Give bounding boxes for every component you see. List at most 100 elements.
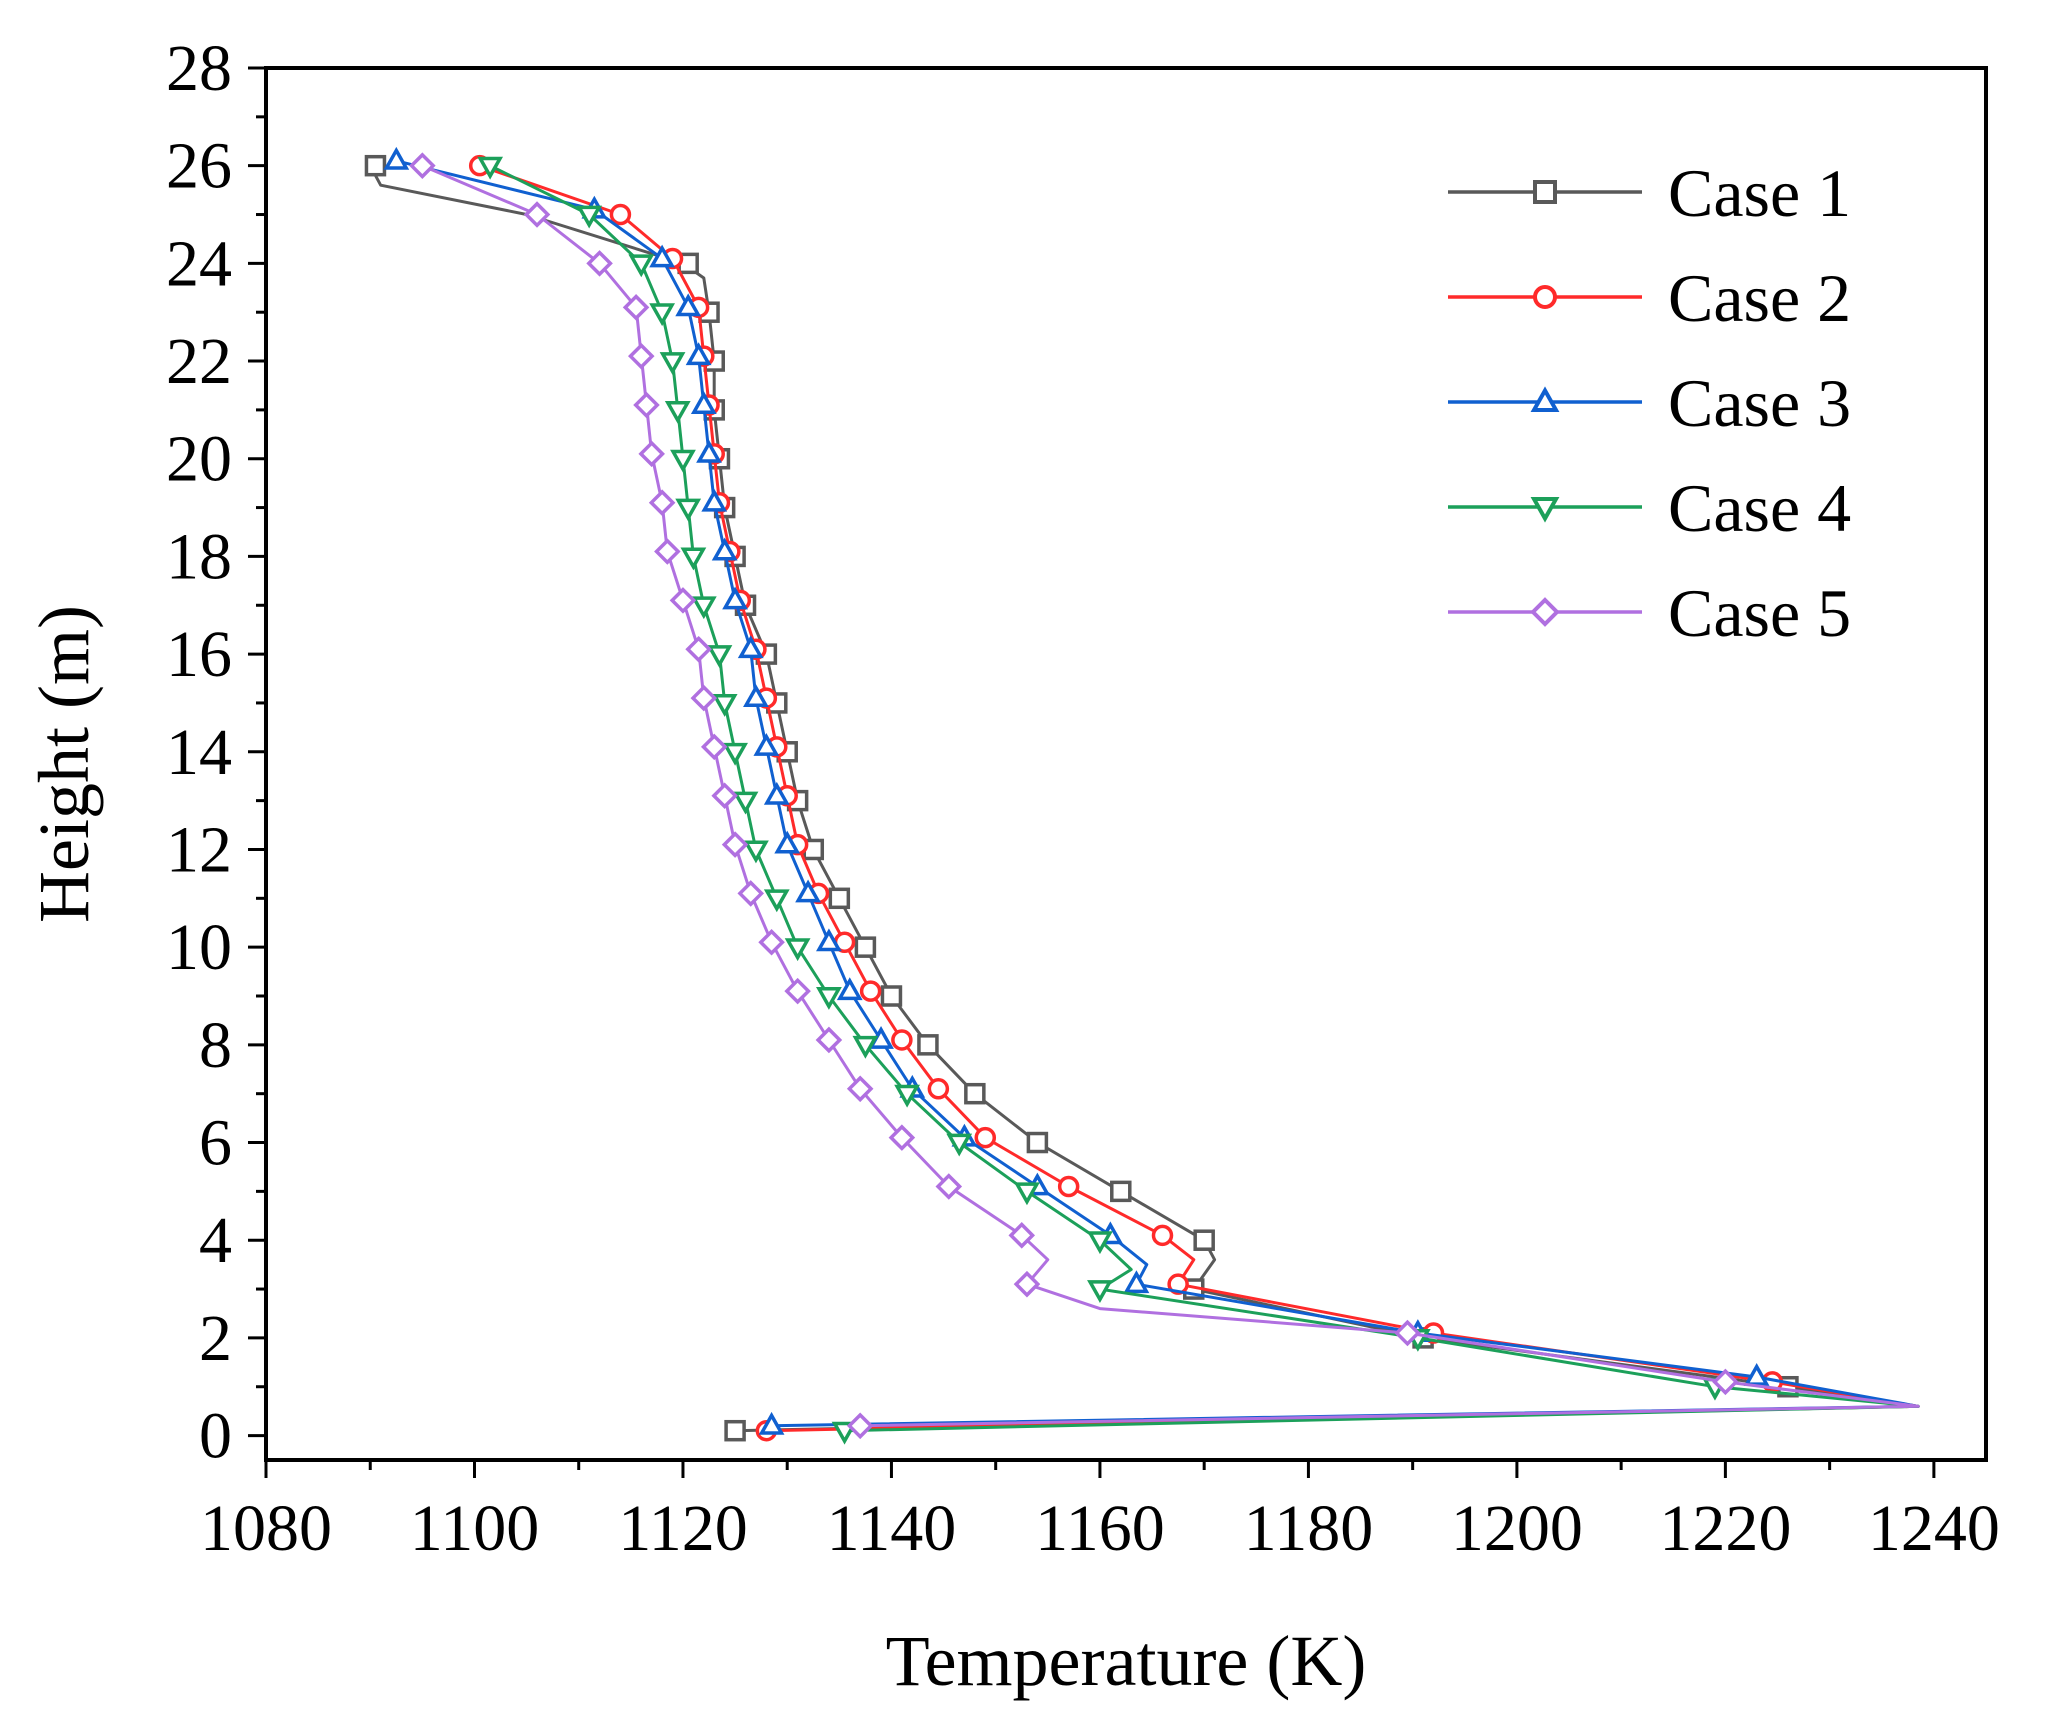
data-point: [690, 596, 717, 620]
x-tick-label: 1220: [1659, 1492, 1791, 1565]
data-point: [1057, 1175, 1080, 1198]
data-point: [477, 156, 504, 180]
data-point: [927, 1078, 950, 1100]
data-point: [1013, 1270, 1041, 1298]
data-point: [724, 1419, 746, 1442]
data-point: [891, 1029, 913, 1051]
data-point: [383, 146, 410, 170]
data-point: [894, 1084, 920, 1108]
data-point: [859, 980, 882, 1002]
y-tick-label: 16: [166, 618, 232, 691]
data-point: [784, 977, 811, 1005]
data-point: [638, 440, 665, 468]
series-layer: [364, 146, 1920, 1445]
data-point: [675, 293, 702, 317]
legend-marker: [1530, 386, 1560, 412]
y-tick-label: 10: [166, 911, 232, 984]
data-point: [946, 1133, 973, 1157]
x-axis-title: Temperature (K): [886, 1621, 1367, 1701]
data-point: [690, 684, 718, 712]
data-point: [1712, 1368, 1739, 1396]
x-tick-label: 1140: [827, 1492, 957, 1565]
data-point: [669, 587, 697, 614]
data-point: [854, 936, 877, 958]
legend-marker: [1530, 497, 1560, 523]
series-3: [383, 146, 1920, 1435]
data-point: [846, 1412, 874, 1440]
data-point: [784, 938, 811, 962]
data-point: [523, 201, 551, 228]
data-point: [664, 400, 691, 424]
y-tick-label: 6: [199, 1107, 232, 1180]
data-point: [1026, 1131, 1049, 1154]
data-point: [721, 831, 749, 858]
y-tick-label: 18: [166, 520, 232, 593]
data-point: [675, 498, 702, 522]
data-point: [648, 489, 676, 516]
legend-label: Case 1: [1668, 155, 1851, 231]
data-point: [1123, 1270, 1150, 1294]
legend-item: Case 5: [1448, 575, 1851, 651]
data-point: [680, 547, 707, 571]
data-point: [690, 391, 717, 414]
data-point: [880, 985, 903, 1007]
y-tick-label: 0: [199, 1400, 232, 1473]
data-point: [622, 294, 650, 321]
x-tick-label: 1120: [618, 1492, 748, 1565]
y-tick-label: 20: [166, 423, 232, 496]
data-point: [711, 537, 738, 561]
data-point: [846, 1075, 874, 1103]
data-point: [836, 977, 863, 1001]
data-point: [1008, 1222, 1036, 1249]
data-point: [627, 342, 655, 370]
data-point: [654, 538, 681, 565]
data-point: [828, 887, 851, 910]
series-1: [364, 154, 1920, 1442]
y-tick-label: 26: [166, 130, 232, 203]
data-point: [711, 782, 738, 810]
x-tick-label: 1080: [200, 1492, 332, 1565]
data-point: [763, 781, 790, 805]
data-point: [586, 250, 613, 277]
data-point: [696, 439, 722, 463]
y-tick-label: 28: [166, 32, 232, 105]
y-tick-label: 8: [199, 1009, 232, 1082]
y-tick-label: 4: [199, 1204, 232, 1277]
data-point: [711, 693, 738, 717]
data-point: [737, 880, 765, 907]
data-point: [1743, 1363, 1770, 1386]
data-point: [1087, 1280, 1113, 1303]
data-point: [649, 244, 676, 268]
data-point: [1110, 1180, 1132, 1203]
legend-item: Case 4: [1448, 470, 1851, 546]
data-point: [852, 1035, 879, 1059]
data-point: [1014, 1182, 1040, 1206]
data-point: [633, 391, 660, 419]
data-point: [409, 152, 436, 179]
data-point: [701, 488, 728, 512]
legend-marker: [1530, 597, 1560, 627]
legend-label: Case 3: [1668, 365, 1851, 441]
data-point: [576, 205, 603, 229]
data-point: [917, 1034, 939, 1056]
data-point: [1167, 1273, 1189, 1295]
legend-label: Case 5: [1668, 575, 1851, 651]
data-point: [628, 254, 655, 278]
y-tick-label: 22: [166, 325, 232, 398]
data-point: [935, 1173, 963, 1200]
data-point: [815, 1026, 843, 1054]
data-point: [816, 928, 842, 952]
data-point: [722, 586, 748, 610]
data-point: [1151, 1224, 1174, 1247]
series-line: [368, 164, 1920, 1433]
data-point: [706, 645, 733, 669]
data-point: [795, 879, 821, 903]
legend-item: Case 1: [1448, 155, 1851, 231]
data-point: [753, 732, 780, 756]
data-point: [649, 303, 676, 327]
y-tick-label: 14: [166, 716, 232, 789]
y-tick-label: 24: [166, 227, 232, 300]
legend-marker: [1533, 285, 1557, 309]
x-tick-label: 1100: [410, 1492, 540, 1565]
